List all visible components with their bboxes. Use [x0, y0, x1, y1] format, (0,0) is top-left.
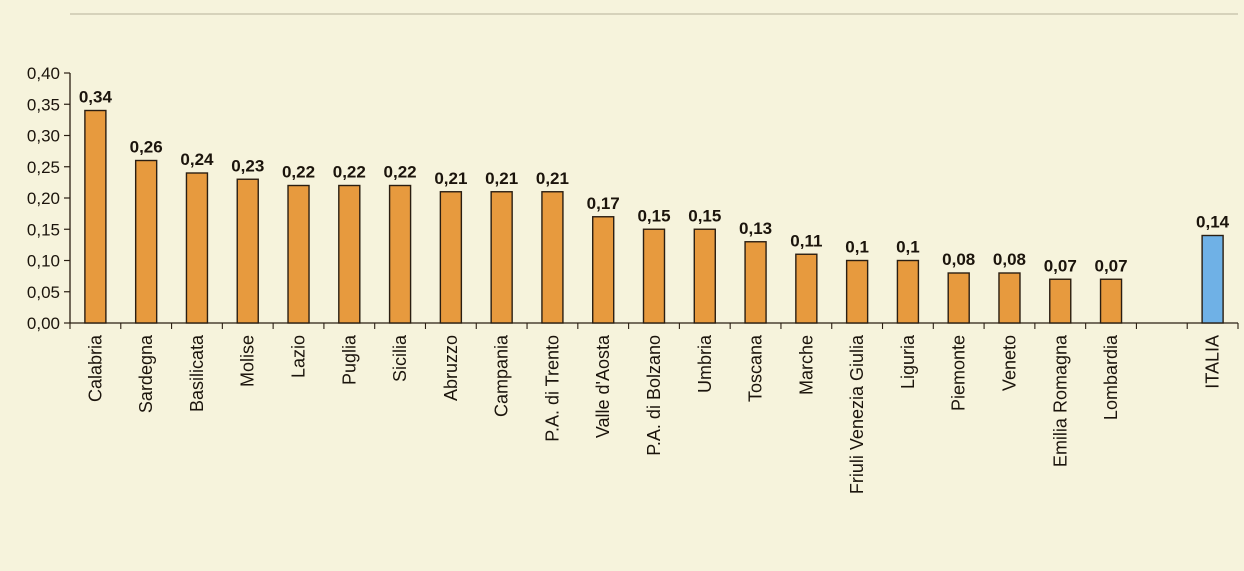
bar: [693, 228, 716, 324]
category-labels: Calabria Sardegna Basilicata Molise Lazio Pug…: [85, 334, 1222, 494]
data-labels: 0,34 0,26 0,24 0,23 0,22 0,22 0,22 0,21 0,21 0,21…: [79, 88, 1230, 276]
category-label: Campania: [492, 334, 512, 417]
category-label: Lombardia: [1101, 334, 1121, 420]
x-axis: [69, 322, 1239, 329]
bar-italia: [1201, 234, 1224, 324]
category-label: Umbria: [695, 334, 715, 393]
category-label: P.A. di Bolzano: [644, 335, 664, 456]
y-tick-label: 0,25: [27, 158, 60, 177]
category-label: Molise: [238, 335, 258, 387]
data-label: 0,24: [180, 150, 214, 169]
category-label: Calabria: [85, 334, 105, 402]
category-label: ITALIA: [1203, 335, 1223, 389]
data-label: 0,08: [993, 250, 1026, 269]
bars: [84, 109, 1224, 324]
bar: [439, 191, 463, 324]
y-tick-label: 0,15: [27, 220, 60, 239]
category-label: Sardegna: [136, 334, 156, 413]
data-label: 0,13: [739, 219, 772, 238]
data-label: 0,1: [896, 238, 920, 257]
data-label: 0,11: [790, 231, 822, 250]
category-label: Liguria: [898, 334, 918, 389]
bar: [134, 159, 158, 324]
data-label: 0,15: [637, 206, 670, 225]
category-label: Toscana: [746, 334, 766, 402]
bar: [1099, 278, 1123, 324]
category-label: P.A. di Trento: [542, 335, 562, 442]
bar: [744, 241, 767, 324]
bar: [592, 216, 615, 324]
data-label: 0,1: [845, 238, 869, 257]
bar: [388, 184, 412, 324]
bar: [795, 253, 818, 324]
data-label: 0,17: [587, 194, 620, 213]
bar: [338, 184, 361, 324]
data-label: 0,26: [130, 138, 163, 157]
y-tick-label: 0,35: [27, 95, 60, 114]
bar: [490, 191, 513, 324]
data-label: 0,21: [434, 169, 467, 188]
y-tick-label: 0,20: [27, 189, 60, 208]
bar: [541, 191, 564, 324]
data-label: 0,21: [485, 169, 518, 188]
data-label: 0,08: [942, 250, 975, 269]
bar: [845, 259, 869, 324]
data-label: 0,15: [688, 206, 721, 225]
category-label: Lazio: [289, 335, 309, 378]
data-label: 0,23: [231, 156, 264, 175]
y-axis: 0,00 0,05 0,10 0,15 0,20 0,25 0,30 0,35 0,40: [27, 64, 71, 333]
bar: [642, 228, 666, 324]
data-label: 0,22: [333, 163, 366, 182]
category-label: Emilia Romagna: [1050, 334, 1070, 467]
bar: [947, 272, 970, 324]
category-label: Veneto: [999, 335, 1019, 391]
data-label: 0,22: [282, 163, 315, 182]
bar: [236, 178, 259, 324]
data-label: 0,14: [1196, 213, 1230, 232]
category-label: Marche: [796, 335, 816, 395]
data-label: 0,07: [1044, 256, 1077, 275]
y-tick-label: 0,05: [27, 283, 60, 302]
y-tick-label: 0,40: [27, 64, 60, 83]
y-tick-label: 0,00: [27, 314, 60, 333]
bar: [998, 272, 1021, 324]
data-label: 0,07: [1094, 256, 1127, 275]
category-label: Friuli Venezia Giulia: [847, 334, 867, 494]
data-label: 0,22: [384, 163, 417, 182]
category-label: Piemonte: [949, 335, 969, 411]
bar: [896, 259, 920, 324]
bar: [287, 184, 310, 324]
category-label: Basilicata: [187, 334, 207, 412]
bar: [84, 109, 107, 324]
data-label: 0,21: [536, 169, 569, 188]
category-label: Valle d'Aosta: [593, 334, 613, 438]
data-label: 0,34: [79, 88, 113, 107]
category-label: Abruzzo: [441, 335, 461, 401]
category-label: Sicilia: [390, 334, 410, 382]
category-label: Puglia: [339, 334, 359, 385]
y-tick-label: 0,30: [27, 127, 60, 146]
y-tick-label: 0,10: [27, 252, 60, 271]
bar: [1049, 278, 1072, 324]
bar: [185, 172, 209, 324]
